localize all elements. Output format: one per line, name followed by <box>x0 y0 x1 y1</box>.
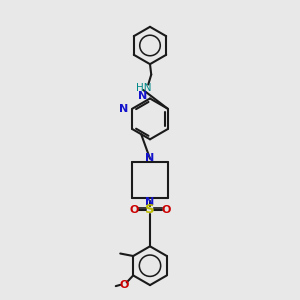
Text: N: N <box>138 91 148 101</box>
Text: O: O <box>161 205 171 215</box>
Text: N: N <box>146 153 154 163</box>
Text: HN: HN <box>136 82 152 92</box>
Text: S: S <box>145 203 155 216</box>
Text: N: N <box>146 197 154 207</box>
Text: O: O <box>119 280 128 290</box>
Text: O: O <box>129 205 139 215</box>
Text: N: N <box>118 104 128 114</box>
